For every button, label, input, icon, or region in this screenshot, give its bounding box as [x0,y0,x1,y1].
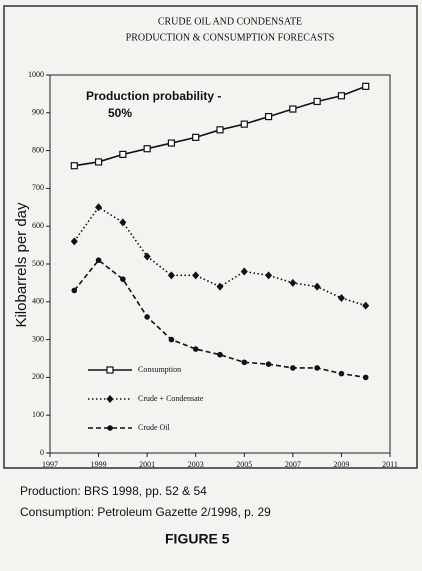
legend-marker [106,395,114,403]
marker [314,365,320,371]
marker [144,314,150,320]
y-tick-label: 1000 [28,70,44,79]
y-tick-label: 700 [32,183,44,192]
x-tick-label: 2011 [382,460,398,469]
marker [119,150,127,158]
legend-marker [106,366,114,374]
marker [240,120,248,128]
annotation: Production probability - [86,89,221,103]
frame [3,5,418,469]
annotation: 50% [108,106,132,120]
y-tick-label: 0 [40,448,44,457]
y-tick-label: 200 [32,372,44,381]
x-tick-label: 1997 [42,460,58,469]
marker [168,336,175,343]
marker [192,346,199,352]
marker [264,112,273,121]
marker [362,82,370,90]
marker [94,158,103,166]
marker [265,271,273,280]
x-tick-label: 2005 [236,460,252,469]
marker [338,370,345,377]
y-tick-label: 600 [32,221,44,230]
x-tick-label: 2003 [188,460,204,469]
marker [216,126,224,134]
marker [71,287,78,294]
y-tick-label: 400 [32,297,44,306]
y-tick-label: 900 [32,108,44,117]
source-note: Production: BRS 1998, pp. 52 & 54 [20,484,207,498]
marker [337,92,346,100]
marker [337,294,345,303]
y-tick-label: 300 [32,334,44,343]
series-line [73,206,366,307]
marker [120,276,126,282]
marker [192,271,200,280]
marker [289,105,297,113]
marker [119,218,127,227]
marker [240,267,248,276]
x-tick-label: 2001 [139,460,155,469]
legend-label: Crude + Condensate [138,394,204,403]
marker [95,203,103,212]
series-line [73,259,366,379]
marker [362,374,369,381]
chart-title: CRUDE OIL AND CONDENSATE [158,16,302,27]
marker [241,359,248,366]
legend-label: Crude Oil [138,423,171,432]
marker [167,139,176,147]
marker [313,97,321,106]
marker [289,278,297,287]
legend-label: Consumption [138,365,181,374]
marker [192,133,200,141]
y-tick-label: 100 [32,410,44,419]
marker [95,257,102,264]
marker [216,282,224,291]
figure-label: FIGURE 5 [165,531,230,547]
marker [143,252,151,261]
x-tick-label: 2009 [333,460,349,469]
marker [70,162,78,170]
marker [167,271,175,280]
chart-title: PRODUCTION & CONSUMPTION FORECASTS [126,32,335,43]
x-tick-label: 2007 [285,460,301,469]
y-axis-label: Kilobarrels per day [13,202,30,328]
y-tick-label: 800 [32,145,44,154]
marker [217,351,223,358]
marker [143,145,151,153]
marker [290,365,296,371]
y-tick-label: 500 [32,259,44,268]
marker [70,237,78,246]
marker [265,361,272,367]
x-tick-label: 1999 [91,460,107,469]
marker [313,282,321,291]
legend-marker [107,425,113,431]
marker [362,301,370,310]
source-note: Consumption: Petroleum Gazette 2/1998, p… [20,505,271,519]
